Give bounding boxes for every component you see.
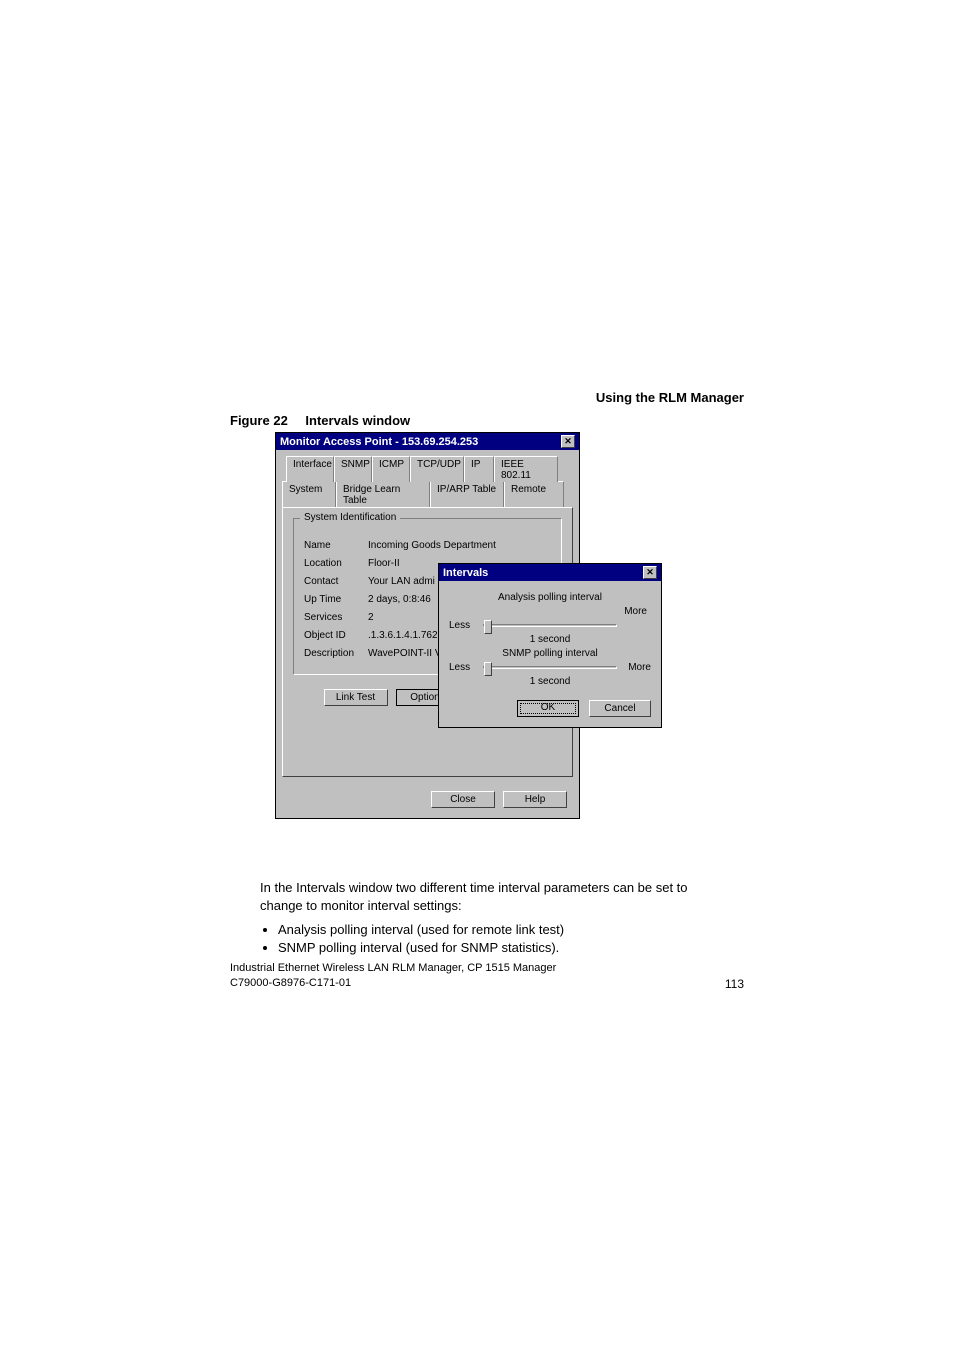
intervals-button-row: OK Cancel xyxy=(439,694,661,727)
tab-tcpudp[interactable]: TCP/UDP xyxy=(410,456,464,482)
section-header: Using the RLM Manager xyxy=(230,390,750,405)
tab-snmp[interactable]: SNMP xyxy=(334,456,372,482)
uptime-label: Up Time xyxy=(304,594,368,605)
tab-row-2: System Bridge Learn Table IP/ARP Table R… xyxy=(282,481,573,507)
analysis-slider-row: Less xyxy=(449,620,651,631)
close-icon[interactable]: ✕ xyxy=(561,435,575,448)
close-button[interactable]: Close xyxy=(431,791,495,808)
slider-thumb[interactable] xyxy=(484,620,492,634)
analysis-label: Analysis polling interval xyxy=(449,592,651,603)
tab-icmp[interactable]: ICMP xyxy=(372,456,410,482)
monitor-title: Monitor Access Point - 153.69.254.253 xyxy=(280,436,478,448)
name-value: Incoming Goods Department xyxy=(368,540,551,551)
location-label: Location xyxy=(304,558,368,569)
tab-ip[interactable]: IP xyxy=(464,456,494,482)
analysis-less: Less xyxy=(449,620,477,631)
snmp-more: More xyxy=(623,662,651,673)
help-button[interactable]: Help xyxy=(503,791,567,808)
bullet-2: SNMP polling interval (used for SNMP sta… xyxy=(278,940,720,955)
footer-line1: Industrial Ethernet Wireless LAN RLM Man… xyxy=(230,961,556,976)
footer-line2: C79000-G8976-C171-01 xyxy=(230,976,556,991)
bullet-list: Analysis polling interval (used for remo… xyxy=(278,922,720,955)
tab-system[interactable]: System xyxy=(282,481,336,507)
snmp-label: SNMP polling interval xyxy=(449,648,651,659)
snmp-slider-row: Less More xyxy=(449,662,651,673)
row-name: Name Incoming Goods Department xyxy=(304,540,551,551)
intervals-dialog: Intervals ✕ Analysis polling interval Mo… xyxy=(438,563,662,728)
snmp-slider[interactable] xyxy=(483,666,617,669)
monitor-titlebar: Monitor Access Point - 153.69.254.253 ✕ xyxy=(276,433,579,450)
snmp-less: Less xyxy=(449,662,477,673)
tab-iparp[interactable]: IP/ARP Table xyxy=(430,481,504,507)
figure-title: Intervals window xyxy=(305,413,410,428)
bullet-1: Analysis polling interval (used for remo… xyxy=(278,922,720,937)
cancel-button[interactable]: Cancel xyxy=(589,700,651,717)
page-footer: Industrial Ethernet Wireless LAN RLM Man… xyxy=(230,961,744,991)
snmp-value: 1 second xyxy=(449,676,651,687)
page-number: 113 xyxy=(725,977,744,991)
ok-button[interactable]: OK xyxy=(517,700,579,717)
description-label: Description xyxy=(304,648,368,659)
group-label: System Identification xyxy=(300,512,400,523)
contact-label: Contact xyxy=(304,576,368,587)
body-paragraph: In the Intervals window two different ti… xyxy=(260,879,720,914)
tab-row-1: Interface SNMP ICMP TCP/UDP IP IEEE 802.… xyxy=(286,456,573,482)
linktest-button[interactable]: Link Test xyxy=(324,689,388,706)
objectid-label: Object ID xyxy=(304,630,368,641)
figure-number: Figure 22 xyxy=(230,413,288,428)
slider-thumb[interactable] xyxy=(484,662,492,676)
intervals-titlebar: Intervals ✕ xyxy=(439,564,661,581)
tab-bridge[interactable]: Bridge Learn Table xyxy=(336,481,430,507)
figure-caption: Figure 22 Intervals window xyxy=(230,413,750,428)
window-button-row: Close Help xyxy=(276,785,579,818)
tab-interface[interactable]: Interface xyxy=(286,456,334,482)
tab-remote[interactable]: Remote xyxy=(504,481,564,507)
services-label: Services xyxy=(304,612,368,623)
tab-ieee[interactable]: IEEE 802.11 xyxy=(494,456,558,482)
analysis-more: More xyxy=(449,606,651,617)
analysis-slider[interactable] xyxy=(483,624,617,627)
analysis-value: 1 second xyxy=(449,634,651,645)
intervals-title: Intervals xyxy=(443,567,488,579)
close-icon[interactable]: ✕ xyxy=(643,566,657,579)
name-label: Name xyxy=(304,540,368,551)
